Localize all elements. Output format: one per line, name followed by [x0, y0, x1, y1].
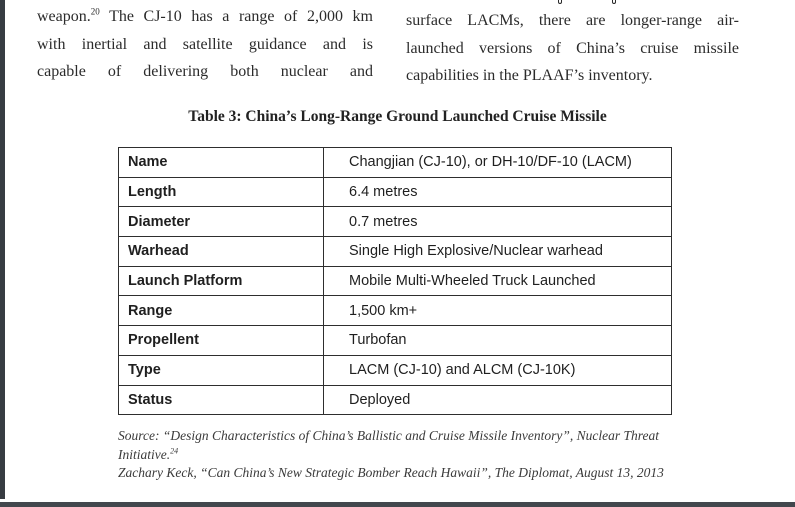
- spec-value: 1,500 km+: [323, 295, 672, 327]
- spec-label: Diameter: [118, 206, 324, 238]
- spec-value: Turbofan: [323, 325, 672, 356]
- footnote-marker: 24: [170, 446, 179, 455]
- body-line: capable of delivering both nuclear and: [37, 63, 373, 80]
- spec-value: Single High Explosive/Nuclear warhead: [323, 236, 672, 267]
- spec-value: Changjian (CJ-10), or DH-10/DF-10 (LACM): [323, 147, 672, 178]
- table-row: Status Deployed: [118, 384, 672, 416]
- spec-label: Type: [118, 354, 324, 386]
- source-line: Source: “Design Characteristics of China…: [118, 427, 718, 464]
- spec-label: Warhead: [118, 236, 324, 267]
- spec-label: Name: [118, 147, 324, 178]
- spec-value: Deployed: [323, 384, 672, 416]
- source-citation: Source: “Design Characteristics of China…: [118, 427, 718, 483]
- table-row: Launch Platform Mobile Multi-Wheeled Tru…: [118, 265, 672, 297]
- table-row: Diameter 0.7 metres: [118, 206, 672, 238]
- source-line: Zachary Keck, “Can China’s New Strategic…: [118, 465, 664, 480]
- spec-label: Range: [118, 295, 324, 327]
- spec-label: Length: [118, 176, 324, 208]
- table-row: Range 1,500 km+: [118, 295, 672, 327]
- spec-value: LACM (CJ-10) and ALCM (CJ-10K): [323, 354, 672, 386]
- viewer-bottom-edge: [0, 502, 795, 507]
- body-line: capabilities in the PLAAF’s inventory.: [406, 67, 653, 84]
- body-text-left-column: weapon.20 The CJ-10 has a range of 2,000…: [37, 3, 373, 86]
- body-text-right-column: surface LACMs, there are longer-range ai…: [406, 7, 739, 90]
- clipped-line-descender: [612, 0, 616, 4]
- body-line: with inertial and satellite guidance and…: [37, 35, 373, 53]
- spec-value: Mobile Multi-Wheeled Truck Launched: [323, 265, 672, 297]
- spec-value: 0.7 metres: [323, 206, 672, 238]
- table-row: Propellent Turbofan: [118, 325, 672, 356]
- table-caption: Table 3: China’s Long-Range Ground Launc…: [188, 108, 607, 125]
- table-row: Name Changjian (CJ-10), or DH-10/DF-10 (…: [118, 147, 672, 178]
- clipped-line-descender: [558, 0, 562, 4]
- table-row: Warhead Single High Explosive/Nuclear wa…: [118, 236, 672, 267]
- table-row: Length 6.4 metres: [118, 176, 672, 208]
- viewer-left-edge: [0, 0, 5, 499]
- body-line-text: The CJ-10 has a range of 2,000 km: [99, 8, 373, 25]
- missile-spec-table: Name Changjian (CJ-10), or DH-10/DF-10 (…: [118, 147, 672, 416]
- footnote-marker: 20: [90, 6, 100, 17]
- table-row: Type LACM (CJ-10) and ALCM (CJ-10K): [118, 354, 672, 386]
- body-line: launched versions of China’s cruise miss…: [406, 39, 739, 57]
- body-line-text: weapon.: [37, 8, 91, 25]
- body-line: weapon.20 The CJ-10 has a range of 2,000…: [37, 3, 373, 31]
- source-line-text: Source: “Design Characteristics of China…: [118, 428, 659, 462]
- spec-label: Status: [118, 384, 324, 416]
- spec-label: Propellent: [118, 325, 324, 356]
- spec-value: 6.4 metres: [323, 176, 672, 208]
- spec-label: Launch Platform: [118, 265, 324, 297]
- body-line: surface LACMs, there are longer-range ai…: [406, 12, 739, 29]
